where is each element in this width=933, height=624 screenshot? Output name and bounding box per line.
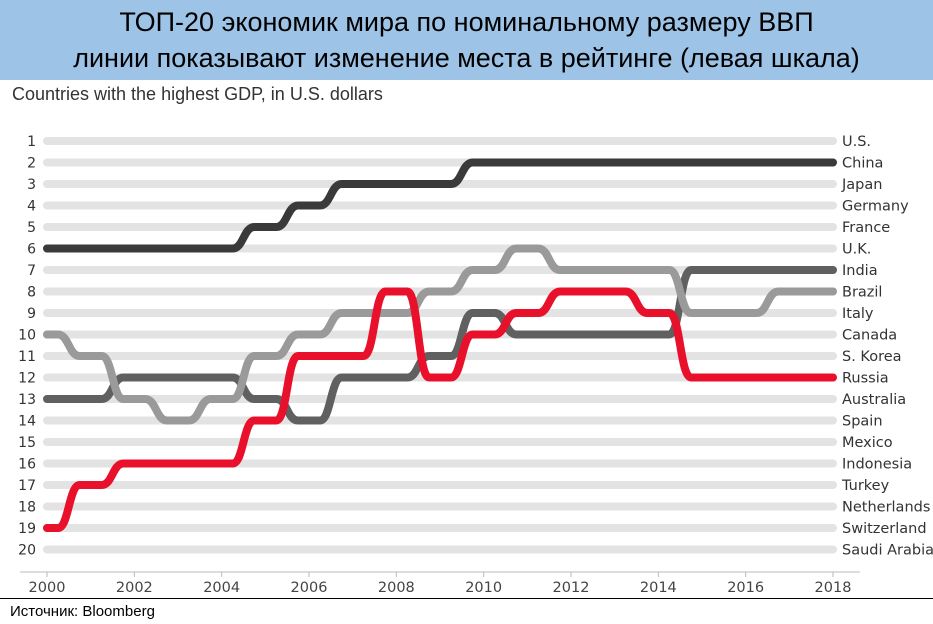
country-label: Canada (842, 328, 897, 344)
x-tick-label: 2018 (815, 580, 852, 596)
rank-tick-label: 13 (18, 392, 36, 408)
header-line-1: ТОП-20 экономик мира по номинальному раз… (119, 7, 814, 37)
rank-tick-label: 17 (18, 478, 36, 494)
country-label: Russia (842, 371, 889, 387)
country-label: Brazil (842, 285, 882, 301)
country-label: Mexico (842, 435, 893, 451)
country-label: Italy (842, 306, 874, 322)
series-line-india (43, 266, 837, 425)
rank-tick-label: 19 (18, 521, 36, 537)
rank-tick-label: 1 (27, 134, 36, 150)
rank-tick-label: 5 (27, 220, 36, 236)
country-label: Indonesia (842, 457, 912, 473)
country-label: France (842, 220, 890, 236)
country-label: S. Korea (842, 349, 902, 365)
rank-tick-label: 8 (27, 285, 36, 301)
header-banner: ТОП-20 экономик мира по номинальному раз… (0, 0, 933, 80)
rank-tick-label: 11 (18, 349, 36, 365)
source-divider (0, 598, 933, 599)
rank-tick-label: 18 (18, 500, 36, 516)
country-label: Australia (842, 392, 906, 408)
axes: 1234567891011121314151617181920U.S.China… (18, 134, 933, 596)
x-tick-label: 2004 (203, 580, 240, 596)
rank-chart: 1234567891011121314151617181920U.S.China… (18, 134, 933, 596)
country-label: Netherlands (842, 500, 930, 516)
rank-tick-label: 20 (18, 543, 36, 559)
rank-tick-label: 2 (27, 156, 36, 172)
country-label: Spain (842, 414, 883, 430)
rank-tick-label: 6 (27, 242, 36, 258)
series-lines (43, 158, 837, 532)
rank-tick-label: 15 (18, 435, 36, 451)
country-label: Germany (842, 199, 909, 215)
rank-tick-label: 14 (18, 414, 36, 430)
country-label: Saudi Arabia (842, 543, 933, 559)
background-tracks (43, 137, 837, 554)
country-label: India (842, 263, 878, 279)
rank-tick-label: 16 (18, 457, 36, 473)
rank-tick-label: 10 (18, 328, 36, 344)
x-tick-label: 2016 (727, 580, 764, 596)
x-tick-label: 2010 (465, 580, 502, 596)
x-tick-label: 2002 (116, 580, 153, 596)
x-tick-label: 2000 (29, 580, 66, 596)
source-note: Источник: Bloomberg (10, 603, 155, 620)
country-label: Turkey (841, 478, 890, 494)
country-label: U.S. (842, 134, 871, 150)
rank-tick-label: 3 (27, 177, 36, 193)
country-label: U.K. (842, 242, 871, 258)
header-line-2: линии показывают изменение места в рейти… (73, 43, 860, 73)
rank-tick-label: 7 (27, 263, 36, 279)
x-tick-label: 2008 (378, 580, 415, 596)
x-tick-label: 2006 (291, 580, 328, 596)
x-tick-label: 2012 (553, 580, 590, 596)
rank-tick-label: 9 (27, 306, 36, 322)
series-line-china (43, 158, 837, 253)
country-label: Switzerland (842, 521, 927, 537)
series-line-brazil (43, 244, 837, 425)
chart-title: Countries with the highest GDP, in U.S. … (12, 84, 383, 104)
country-label: Japan (841, 177, 882, 193)
series-line-russia (43, 287, 837, 532)
rank-tick-label: 4 (27, 199, 36, 215)
rank-tick-label: 12 (18, 371, 36, 387)
x-tick-label: 2014 (640, 580, 677, 596)
country-label: China (842, 156, 883, 172)
